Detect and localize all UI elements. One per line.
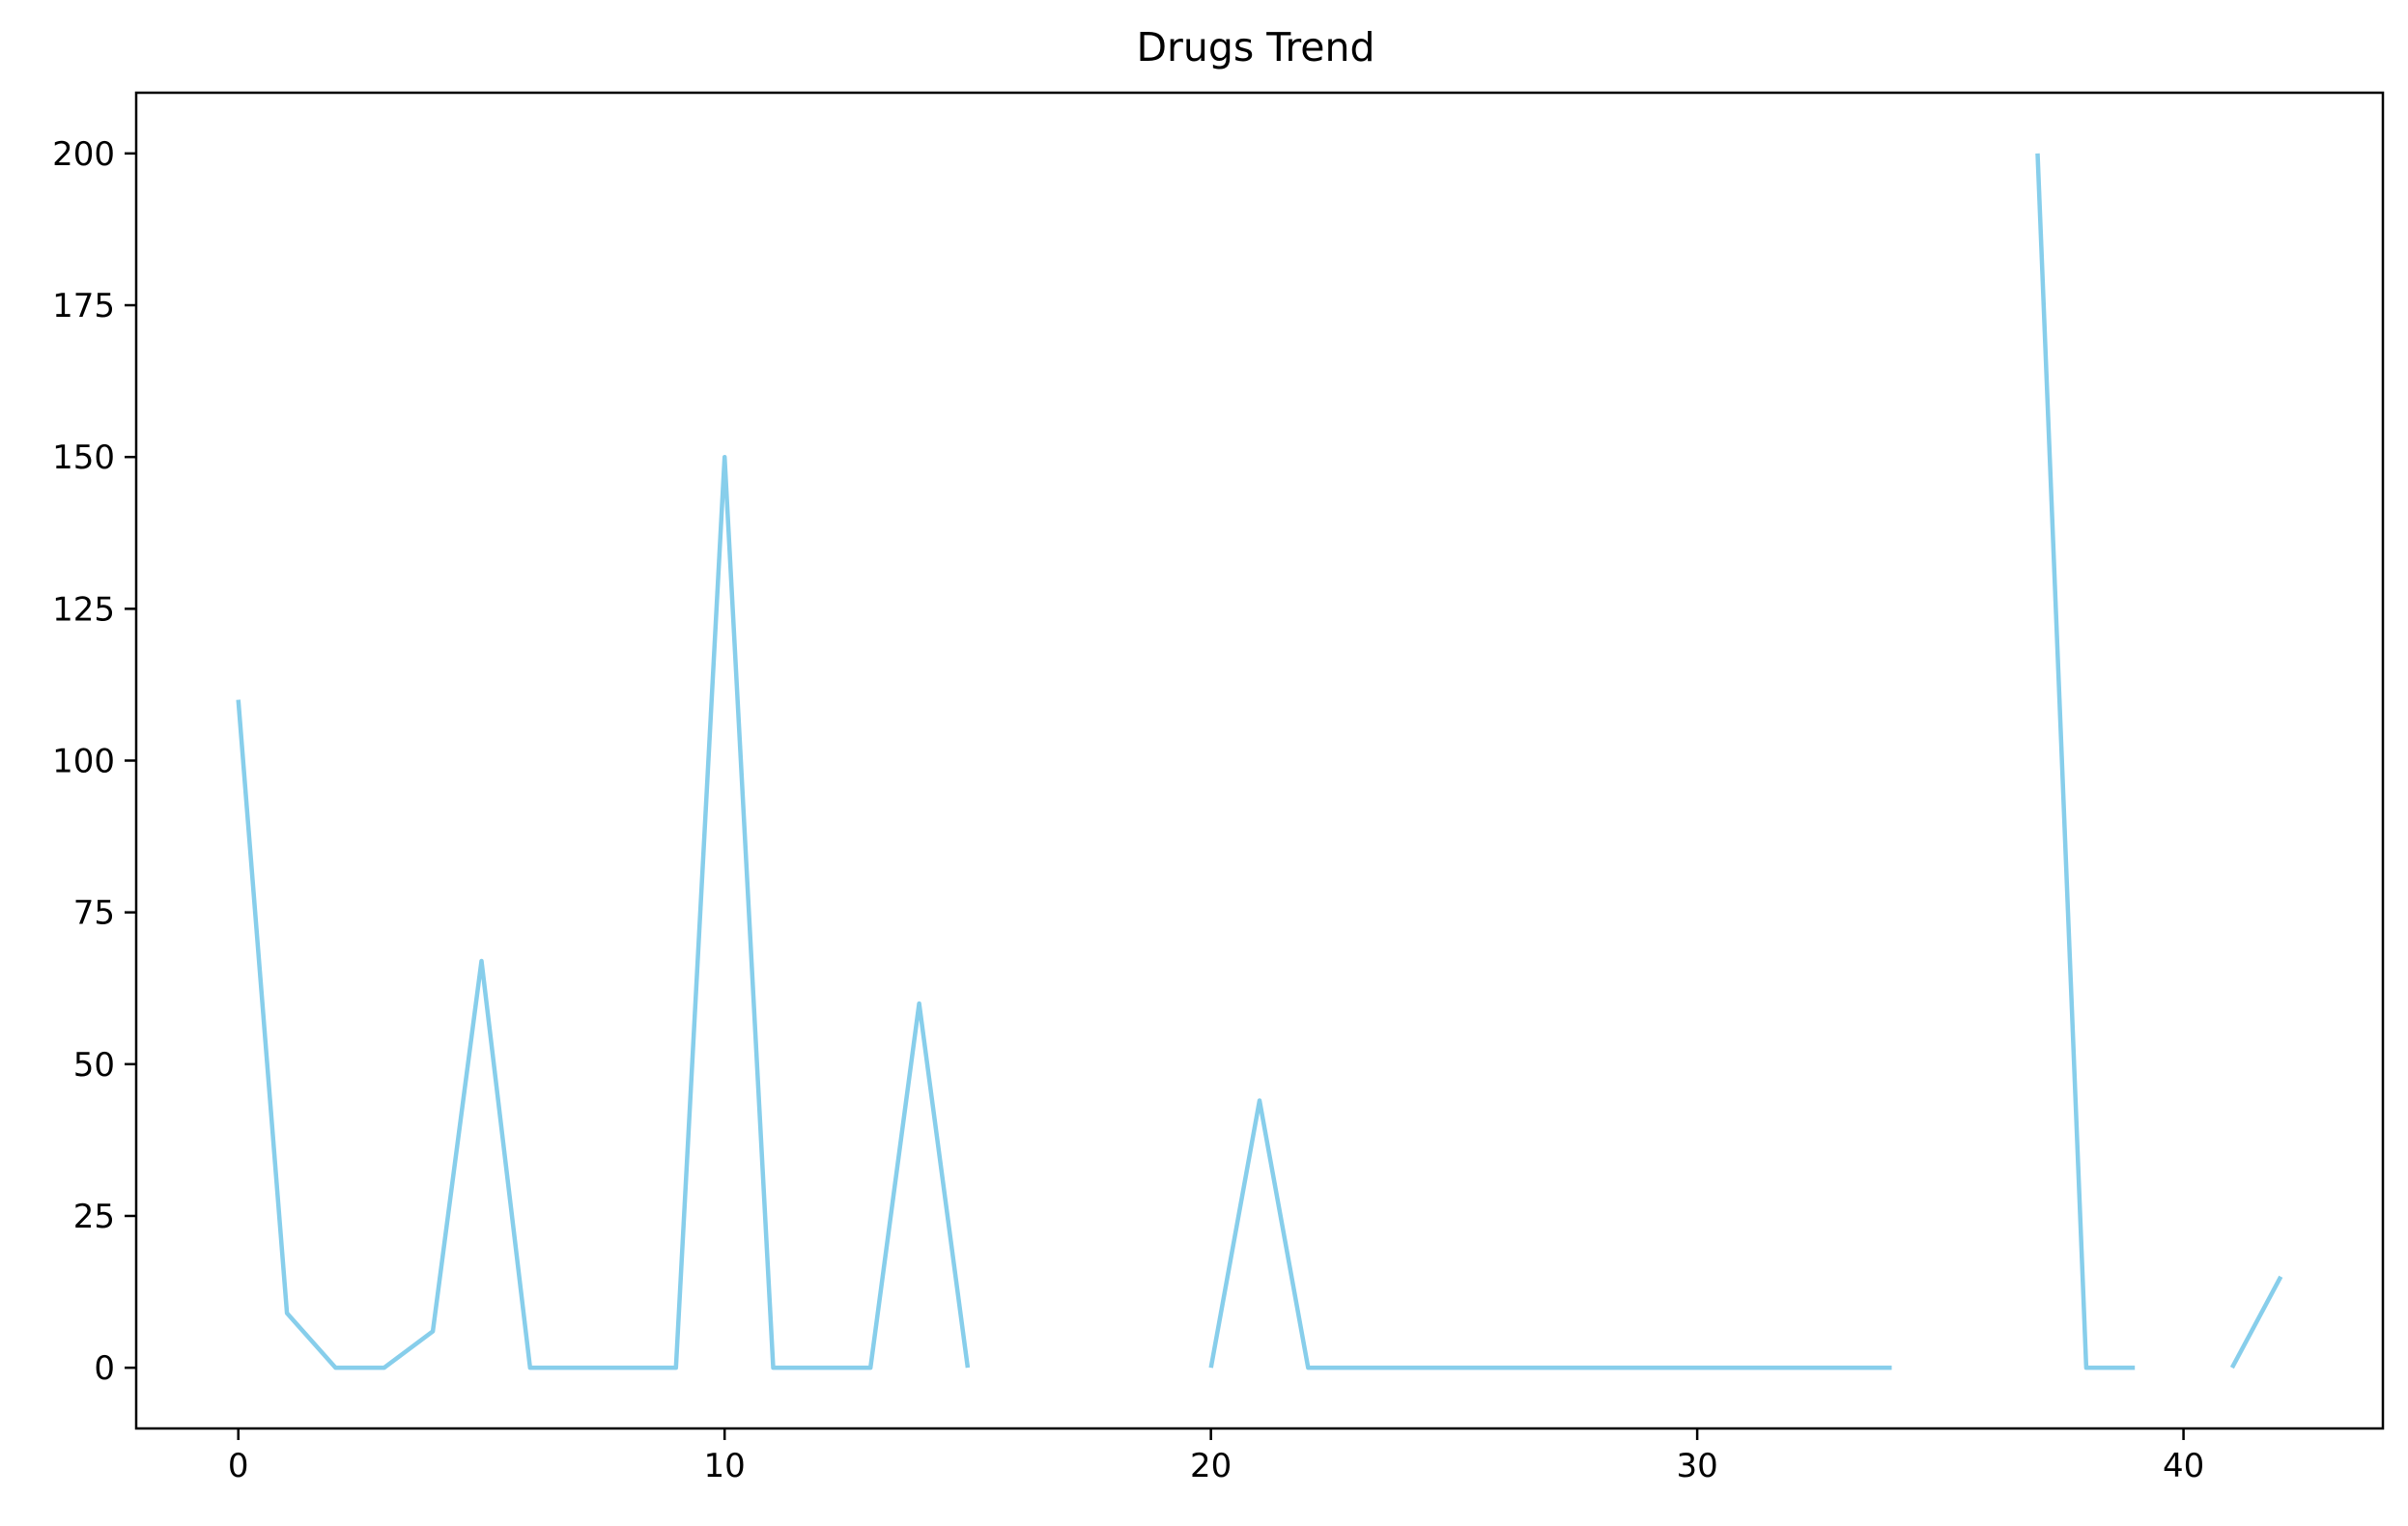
axes-frame: [134, 91, 2385, 1430]
y-tick-label: 200: [52, 135, 115, 174]
x-tick-label: 20: [1190, 1447, 1232, 1485]
y-tick-label: 0: [94, 1349, 115, 1388]
y-tick-label: 150: [52, 438, 115, 477]
series-line-segment: [1208, 1098, 1892, 1371]
y-tick-label: 100: [52, 743, 115, 781]
y-tick-label: 75: [73, 894, 115, 933]
y-tick-label: 25: [73, 1198, 115, 1236]
x-tick-label: 40: [2163, 1447, 2204, 1485]
x-axis: 0 10 20 30 40: [228, 1428, 2204, 1485]
y-tick-label: 125: [52, 590, 115, 629]
series-line-segment: [236, 454, 971, 1371]
chart-title: Drugs Trend: [1136, 24, 1374, 71]
x-tick-label: 10: [704, 1447, 746, 1485]
series-layer: [236, 153, 2283, 1371]
x-tick-label: 30: [1676, 1447, 1717, 1485]
series-line-segment: [2035, 153, 2136, 1371]
x-tick-label: 0: [228, 1447, 249, 1485]
y-tick-label: 175: [52, 287, 115, 325]
y-tick-label: 50: [73, 1046, 115, 1085]
series-line-segment: [2229, 1275, 2283, 1370]
y-axis: 0 25 50 75 100 125 150 175 200: [52, 135, 136, 1388]
